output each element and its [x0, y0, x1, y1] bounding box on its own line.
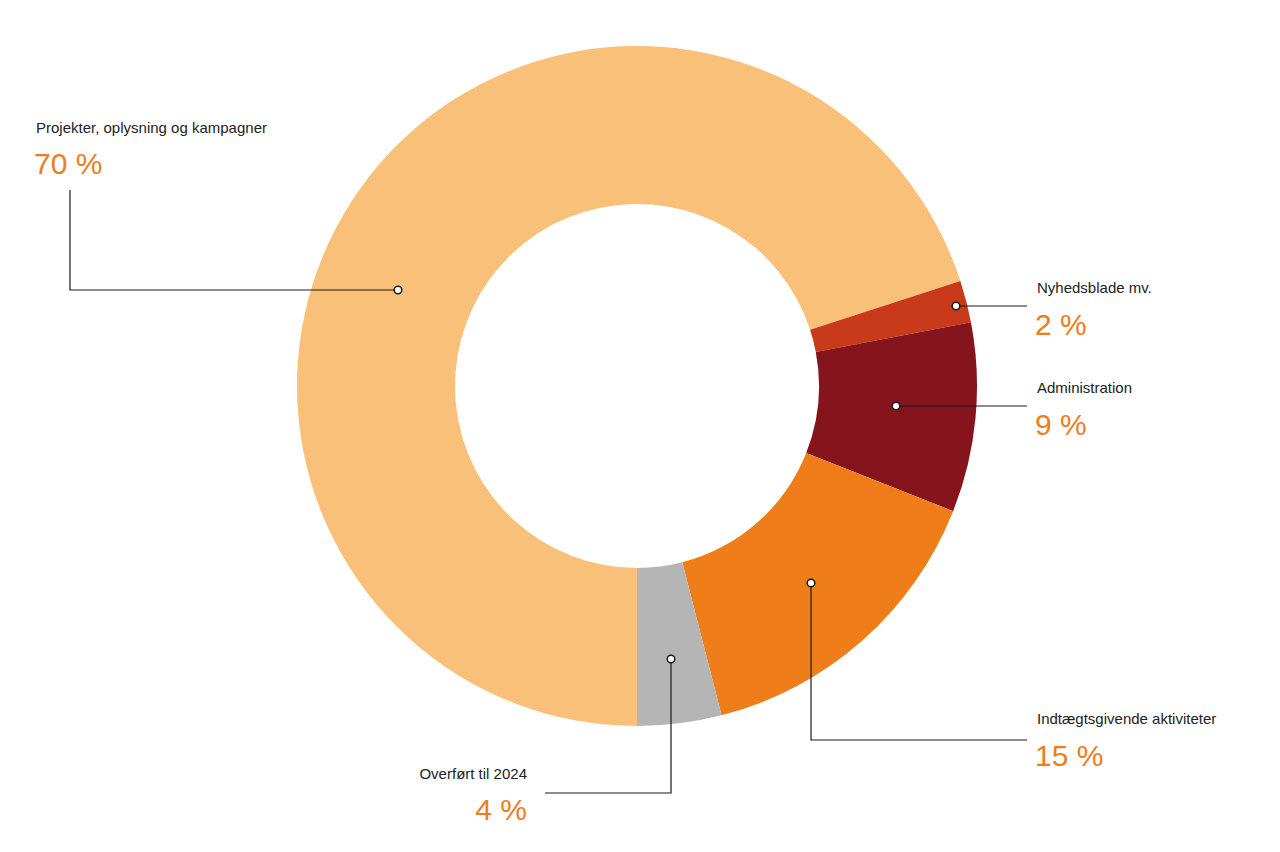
donut-chart: Projekter, oplysning og kampagner 70 % Nyh… [0, 0, 1280, 852]
leader-dot [394, 286, 402, 294]
category-label: Nyhedsblade mv. [1037, 279, 1152, 296]
labels: Projekter, oplysning og kampagner 70 % Nyh… [34, 119, 1216, 826]
category-label: Administration [1037, 379, 1132, 396]
leader-dot [667, 655, 675, 663]
category-label: Overført til 2024 [419, 765, 527, 782]
leader-dot [892, 402, 900, 410]
leader-line [811, 583, 1027, 740]
value-label: 70 % [34, 147, 102, 180]
donut-slice [637, 562, 722, 726]
value-label: 2 % [1035, 308, 1087, 341]
leader-line [956, 305, 1027, 306]
leader-line [896, 405, 1027, 406]
leader-dot [952, 302, 960, 310]
category-label: Indtægtsgivende aktiviteter [1037, 710, 1216, 727]
value-label: 9 % [1035, 408, 1087, 441]
category-label: Projekter, oplysning og kampagner [36, 119, 267, 136]
donut-slice [682, 453, 953, 715]
leader-dot [807, 579, 815, 587]
value-label: 15 % [1035, 739, 1103, 772]
leader-line [70, 190, 398, 290]
leader-line [545, 659, 671, 793]
slices [297, 46, 977, 726]
chart-container: Projekter, oplysning og kampagner 70 % Nyh… [0, 0, 1280, 852]
value-label: 4 % [475, 793, 527, 826]
